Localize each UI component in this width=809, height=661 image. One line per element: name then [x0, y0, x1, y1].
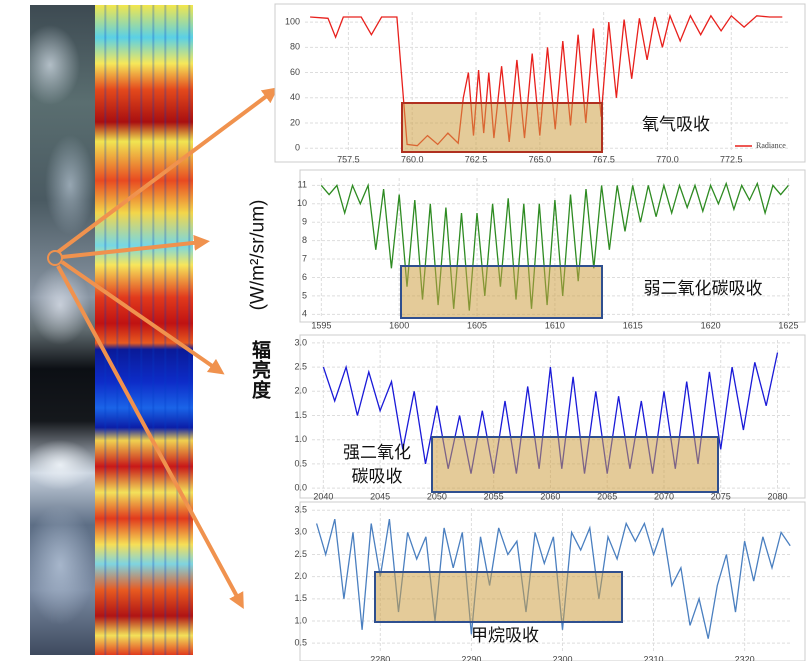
x-tick-label: 1625 [778, 320, 798, 330]
y-tick-label: 2.0 [294, 386, 307, 396]
y-tick-label: 2.5 [294, 549, 307, 559]
x-tick-label: 2040 [313, 491, 333, 501]
x-tick-label: 2300 [552, 654, 572, 661]
x-tick-label: 772.5 [720, 154, 743, 164]
x-tick-label: 757.5 [337, 154, 360, 164]
y-tick-label: 1.0 [294, 434, 307, 444]
annotation: 氧气吸收 [642, 115, 710, 135]
x-tick-label: 1610 [545, 320, 565, 330]
y-axis-quantity: 辐亮度 [249, 340, 271, 400]
x-tick-label: 2080 [767, 491, 787, 501]
y-tick-label: 100 [285, 16, 300, 26]
absorption-band [431, 436, 719, 493]
y-tick-label: 6 [302, 272, 307, 282]
y-tick-label: 3.0 [294, 337, 307, 347]
x-tick-label: 1600 [389, 320, 409, 330]
series-line [320, 181, 789, 311]
x-tick-label: 2280 [370, 654, 390, 661]
y-tick-label: 3.5 [294, 505, 307, 515]
y-tick-label: 5 [302, 290, 307, 300]
series-line [322, 352, 779, 474]
x-tick-label: 2055 [484, 491, 504, 501]
x-tick-label: 1615 [623, 320, 643, 330]
y-tick-label: 11 [298, 180, 307, 190]
x-tick-label: 2290 [461, 654, 481, 661]
y-tick-label: 9 [302, 217, 307, 227]
x-tick-label: 762.5 [465, 154, 488, 164]
legend-label: Radiance [756, 141, 786, 150]
x-tick-label: 760.0 [401, 154, 424, 164]
y-tick-label: 0.5 [294, 638, 307, 648]
y-tick-label: 0 [295, 143, 300, 153]
y-tick-label: 80 [290, 42, 300, 52]
y-tick-label: 60 [290, 67, 300, 77]
y-axis-unit: (W/m²/sr/um) [244, 175, 272, 335]
sample-marker [47, 250, 63, 266]
y-tick-label: 0.0 [294, 483, 307, 493]
y-tick-label: 20 [290, 117, 300, 127]
x-tick-label: 2320 [735, 654, 755, 661]
y-tick-label: 40 [290, 92, 300, 102]
y-tick-label: 7 [302, 253, 307, 263]
x-tick-label: 2060 [540, 491, 560, 501]
annotation: 强二氧化 [343, 443, 411, 463]
arrow [60, 260, 225, 375]
annotation: 弱二氧化碳吸收 [644, 279, 763, 299]
arrow [56, 87, 279, 254]
x-tick-label: 2070 [654, 491, 674, 501]
arrows [56, 87, 279, 610]
x-tick-label: 2050 [427, 491, 447, 501]
absorption-band [374, 571, 623, 623]
spectral-heatmap [95, 5, 193, 655]
y-tick-label: 8 [302, 235, 307, 245]
y-tick-label: 3.0 [294, 527, 307, 537]
x-tick-label: 2310 [644, 654, 664, 661]
x-tick-label: 767.5 [592, 154, 615, 164]
satellite-image [30, 5, 95, 655]
x-tick-label: 765.0 [529, 154, 552, 164]
x-tick-label: 1620 [701, 320, 721, 330]
x-tick-label: 2075 [711, 491, 731, 501]
arrow [61, 234, 210, 259]
y-tick-label: 2.5 [294, 361, 307, 371]
y-tick-label: 0.5 [294, 458, 307, 468]
absorption-band [400, 265, 603, 319]
y-tick-label: 2.0 [294, 571, 307, 581]
y-tick-label: 10 [297, 198, 307, 208]
x-tick-label: 1595 [311, 320, 331, 330]
absorption-band [401, 102, 603, 153]
x-tick-label: 2045 [370, 491, 390, 501]
y-tick-label: 1.0 [294, 615, 307, 625]
arrow [56, 265, 244, 610]
annotation: 碳吸收 [352, 467, 403, 487]
x-tick-label: 1605 [467, 320, 487, 330]
y-tick-label: 4 [302, 309, 307, 319]
annotation: 甲烷吸收 [471, 626, 539, 646]
y-tick-label: 1.5 [294, 410, 307, 420]
y-axis-unit-text: (W/m²/sr/um) [247, 199, 268, 311]
x-tick-label: 770.0 [656, 154, 679, 164]
y-tick-label: 1.5 [294, 593, 307, 603]
x-tick-label: 2065 [597, 491, 617, 501]
